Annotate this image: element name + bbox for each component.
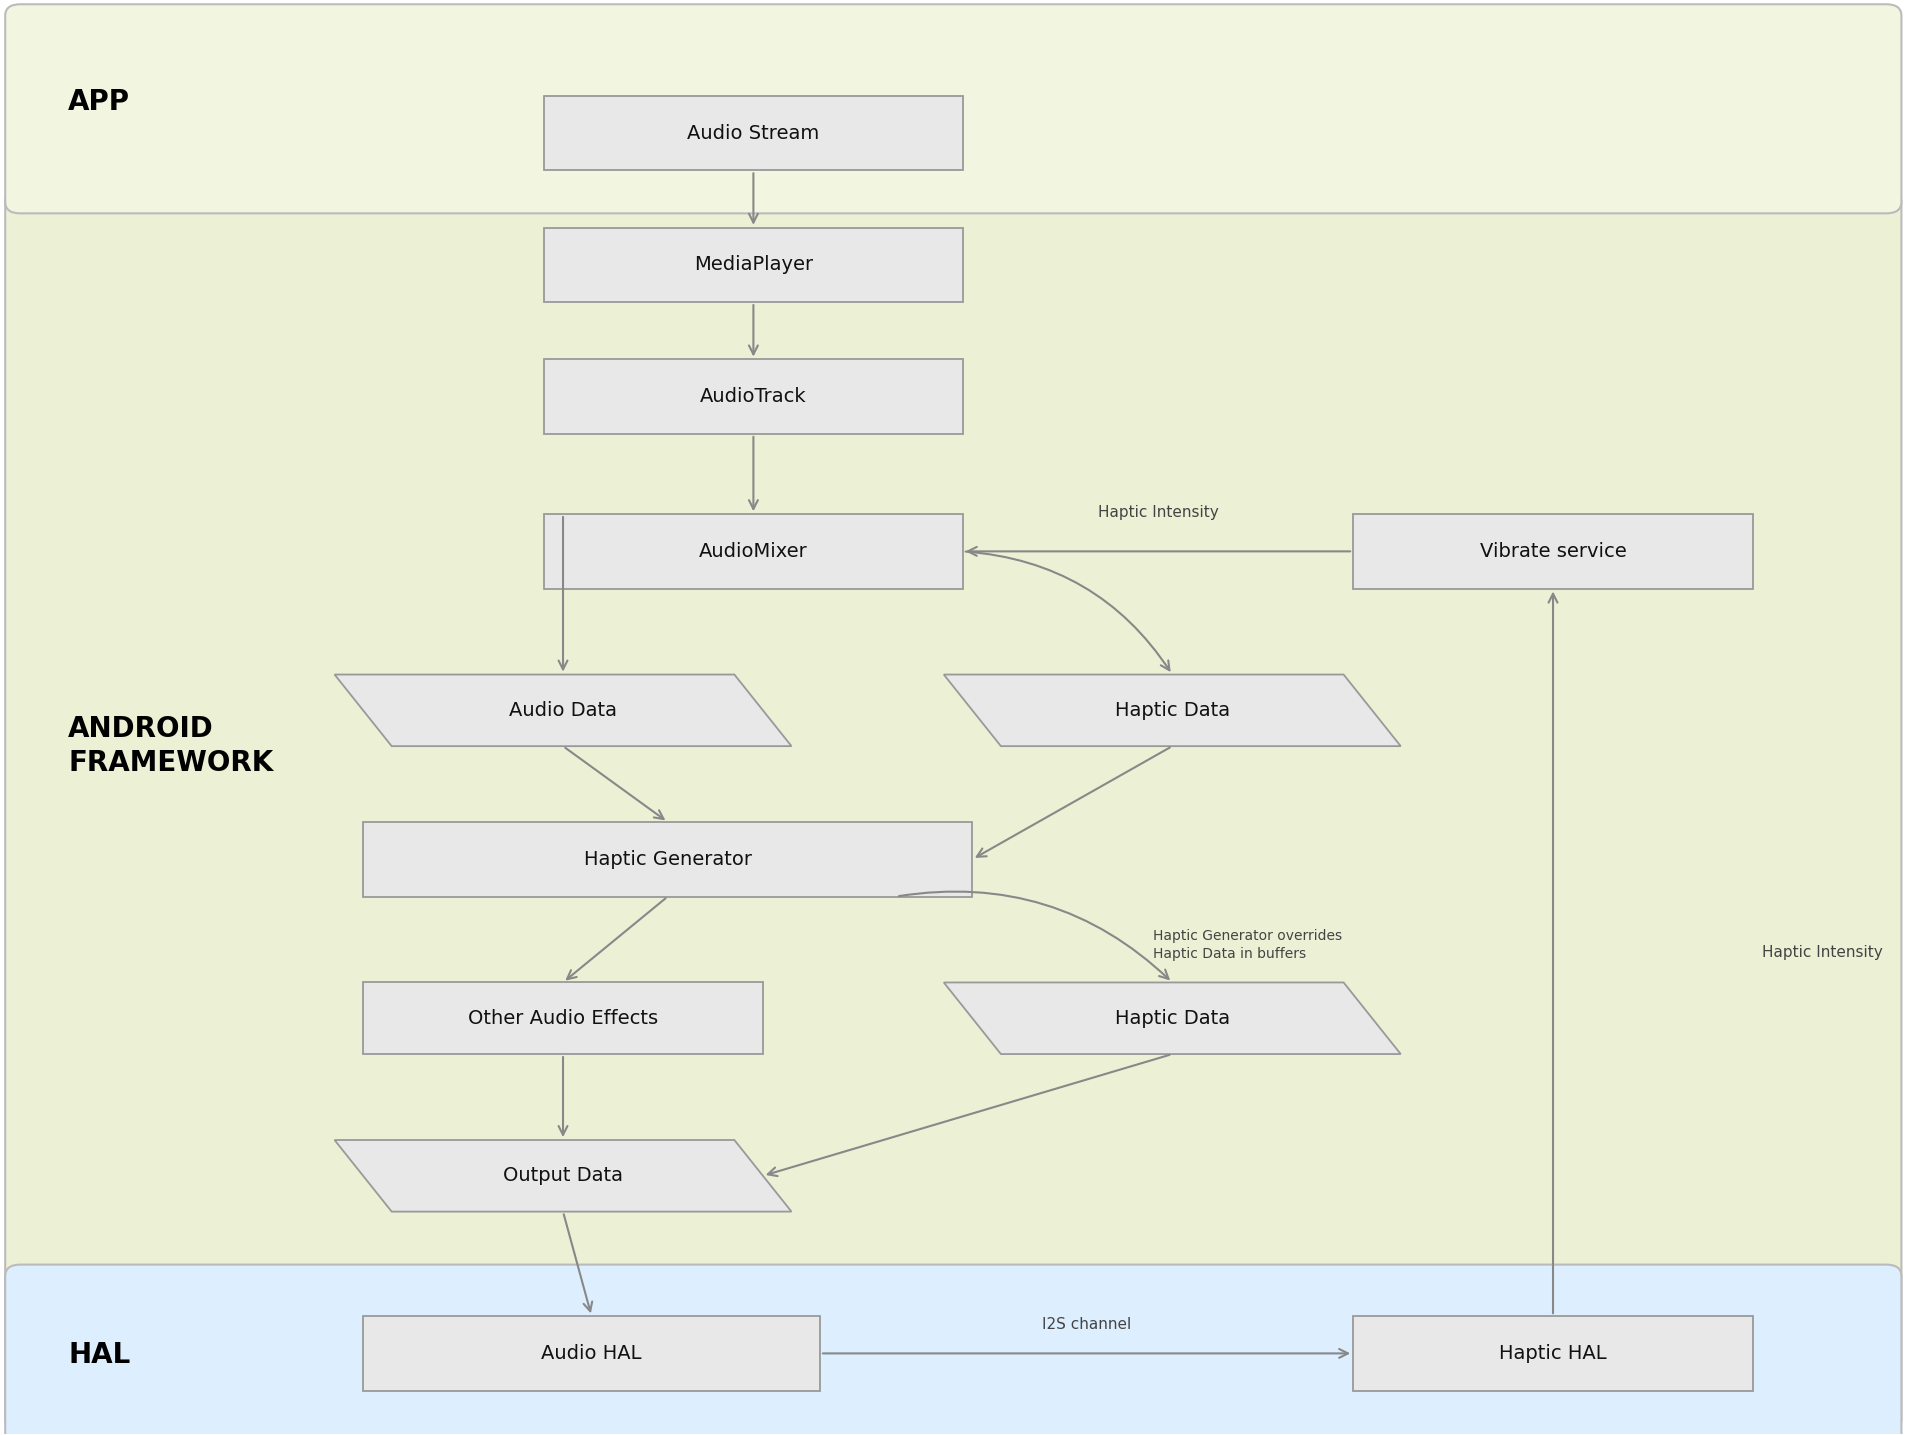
Polygon shape	[335, 674, 791, 746]
FancyBboxPatch shape	[544, 228, 964, 303]
Text: Audio HAL: Audio HAL	[542, 1345, 642, 1363]
Text: Audio Data: Audio Data	[510, 700, 617, 720]
FancyBboxPatch shape	[364, 983, 763, 1055]
FancyBboxPatch shape	[6, 4, 1901, 214]
Text: MediaPlayer: MediaPlayer	[694, 255, 812, 274]
Text: Audio Stream: Audio Stream	[688, 123, 820, 142]
Text: Vibrate service: Vibrate service	[1479, 542, 1627, 561]
Text: ANDROID
FRAMEWORK: ANDROID FRAMEWORK	[69, 715, 274, 778]
Text: Output Data: Output Data	[504, 1167, 623, 1185]
FancyBboxPatch shape	[1353, 514, 1753, 588]
FancyBboxPatch shape	[6, 1264, 1901, 1435]
FancyBboxPatch shape	[364, 822, 971, 897]
Text: Haptic HAL: Haptic HAL	[1498, 1345, 1608, 1363]
FancyBboxPatch shape	[544, 96, 964, 171]
Polygon shape	[945, 674, 1401, 746]
Text: Haptic Intensity: Haptic Intensity	[1763, 944, 1883, 960]
FancyBboxPatch shape	[364, 1316, 820, 1391]
Text: Haptic Intensity: Haptic Intensity	[1098, 505, 1219, 519]
Text: Haptic Generator overrides
Haptic Data in buffers: Haptic Generator overrides Haptic Data i…	[1153, 928, 1343, 961]
Text: Haptic Data: Haptic Data	[1115, 700, 1230, 720]
Text: AudioTrack: AudioTrack	[699, 387, 807, 406]
Text: HAL: HAL	[69, 1340, 130, 1369]
Polygon shape	[945, 983, 1401, 1055]
Text: APP: APP	[69, 88, 130, 116]
Text: I2S channel: I2S channel	[1042, 1317, 1130, 1332]
Text: AudioMixer: AudioMixer	[699, 542, 809, 561]
FancyBboxPatch shape	[1353, 1316, 1753, 1391]
Text: Haptic Generator: Haptic Generator	[584, 850, 751, 868]
Polygon shape	[335, 1139, 791, 1211]
Text: Haptic Data: Haptic Data	[1115, 1009, 1230, 1027]
FancyBboxPatch shape	[544, 514, 964, 588]
Text: Other Audio Effects: Other Audio Effects	[468, 1009, 657, 1027]
FancyBboxPatch shape	[6, 191, 1901, 1431]
FancyBboxPatch shape	[544, 359, 964, 433]
